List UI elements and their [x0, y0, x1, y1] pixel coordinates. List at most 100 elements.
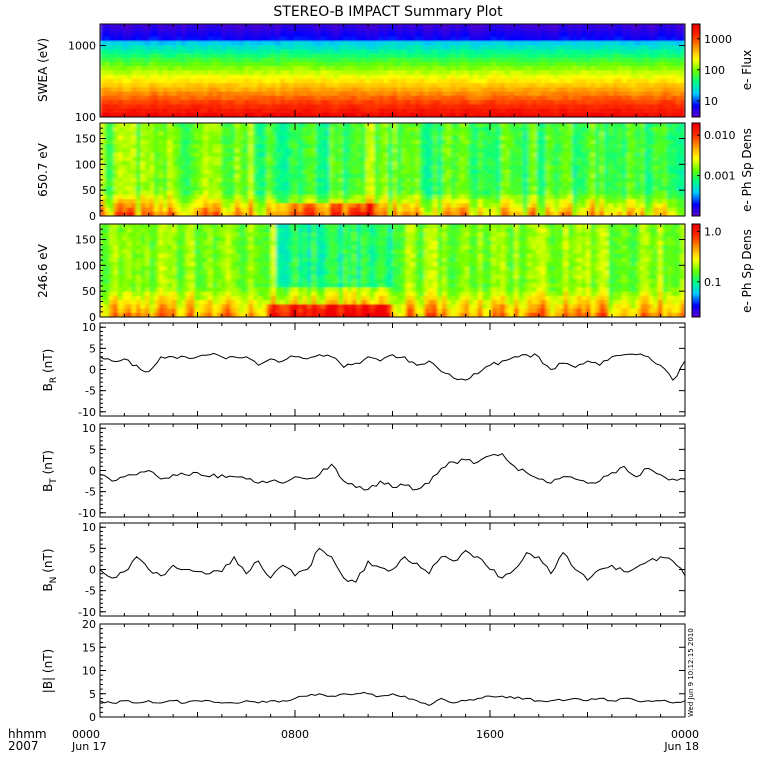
spectrogram-cell [343, 36, 349, 42]
spectrogram-cell [676, 66, 682, 72]
spectrogram-cell [136, 190, 142, 196]
spectrogram-cell [172, 177, 178, 183]
spectrogram-cell [473, 62, 479, 67]
spectrogram-cell [613, 57, 619, 63]
colorbar-swatch [692, 95, 700, 98]
spectrogram-cell [451, 203, 457, 209]
spectrogram-cell [415, 186, 421, 192]
spectrogram-cell [185, 28, 191, 34]
spectrogram-cell [356, 66, 362, 72]
spectrogram-cell [122, 49, 128, 55]
spectrogram-cell [410, 165, 416, 171]
spectrogram-cell [158, 190, 164, 196]
spectrogram-cell [424, 144, 430, 149]
spectrogram-cell [230, 152, 236, 158]
spectrogram-cell [446, 36, 452, 42]
spectrogram-cell [316, 74, 322, 80]
spectrogram-cell [320, 131, 326, 137]
spectrogram-cell [518, 66, 524, 72]
spectrogram-cell [100, 139, 106, 145]
spectrogram-cell [365, 104, 371, 110]
spectrogram-cell [217, 207, 223, 213]
spectrogram-cell [478, 32, 484, 38]
spectrogram-cell [392, 139, 398, 145]
spectrogram-cell [230, 57, 236, 63]
spectrogram-cell [347, 112, 353, 117]
spectrogram-cell [248, 152, 254, 158]
spectrogram-cell [604, 74, 610, 80]
spectrogram-cell [172, 165, 178, 171]
spectrogram-cell [172, 70, 178, 76]
spectrogram-cell [208, 131, 214, 137]
spectrogram-cell [410, 70, 416, 76]
spectrogram-cell [109, 74, 115, 80]
spectrogram-cell [428, 53, 434, 59]
spectrogram-cell [284, 165, 290, 171]
spectrogram-cell [374, 190, 380, 196]
spectrogram-cell [253, 78, 259, 84]
spectrogram-cell [392, 62, 398, 67]
spectrogram-cell [649, 100, 655, 105]
spectrogram-cell [671, 104, 677, 110]
spectrogram-cell [100, 74, 106, 80]
spectrogram-cell [500, 135, 506, 141]
spectrogram-cell [379, 62, 385, 67]
spectrogram-cell [338, 100, 344, 105]
spectrogram-cell [158, 53, 164, 59]
spectrogram-cell [415, 165, 421, 171]
spectrogram-cell [320, 104, 326, 110]
spectrogram-cell [658, 70, 664, 76]
spectrogram-cell [514, 100, 520, 105]
spectrogram-cell [581, 95, 587, 101]
spectrogram-cell [343, 74, 349, 80]
spectrogram-cell [604, 104, 610, 110]
spectrogram-cell [613, 91, 619, 97]
spectrogram-cell [131, 148, 137, 154]
spectrogram-cell [379, 74, 385, 80]
spectrogram-cell [203, 28, 209, 34]
spectrogram-cell [446, 91, 452, 97]
spectrogram-cell [127, 199, 133, 204]
spectrogram-cell [397, 24, 403, 29]
colorbar-swatch [692, 112, 700, 115]
colorbar-swatch [692, 90, 700, 93]
spectrogram-cell [550, 112, 556, 117]
spectrogram-cell [113, 108, 119, 114]
spectrogram-cell [275, 91, 281, 97]
spectrogram-cell [437, 161, 443, 166]
spectrogram-cell [149, 36, 155, 42]
spectrogram-cell [154, 156, 160, 162]
spectrogram-cell [257, 83, 263, 89]
spectrogram-cell [307, 148, 313, 154]
spectrogram-cell [433, 194, 439, 200]
spectrogram-cell [379, 49, 385, 55]
spectrogram-cell [208, 194, 214, 200]
spectrogram-cell [595, 83, 601, 89]
spectrogram-cell [145, 186, 151, 192]
spectrogram-cell [428, 66, 434, 72]
spectrogram-cell [163, 177, 169, 183]
spectrogram-cell [649, 24, 655, 29]
spectrogram-cell [419, 62, 425, 67]
spectrogram-cell [190, 207, 196, 213]
spectrogram-cell [388, 87, 394, 93]
spectrogram-cell [172, 211, 178, 216]
spectrogram-cell [505, 70, 511, 76]
spectrogram-cell [509, 127, 515, 133]
spectrogram-cell [212, 40, 218, 46]
spectrogram-cell [446, 177, 452, 183]
spectrogram-cell [221, 66, 227, 72]
spectrogram-cell [329, 156, 335, 162]
spectrogram-cell [176, 186, 182, 192]
spectrogram-cell [248, 78, 254, 84]
spectrogram-cell [325, 32, 331, 38]
spectrogram-cell [545, 100, 551, 105]
spectrogram-cell [374, 165, 380, 171]
spectrogram-cell [410, 45, 416, 50]
spectrogram-cell [424, 91, 430, 97]
spectrogram-cell [239, 144, 245, 149]
spectrogram-cell [635, 95, 641, 101]
spectrogram-cell [640, 112, 646, 117]
spectrogram-cell [428, 156, 434, 162]
spectrogram-cell [451, 144, 457, 149]
